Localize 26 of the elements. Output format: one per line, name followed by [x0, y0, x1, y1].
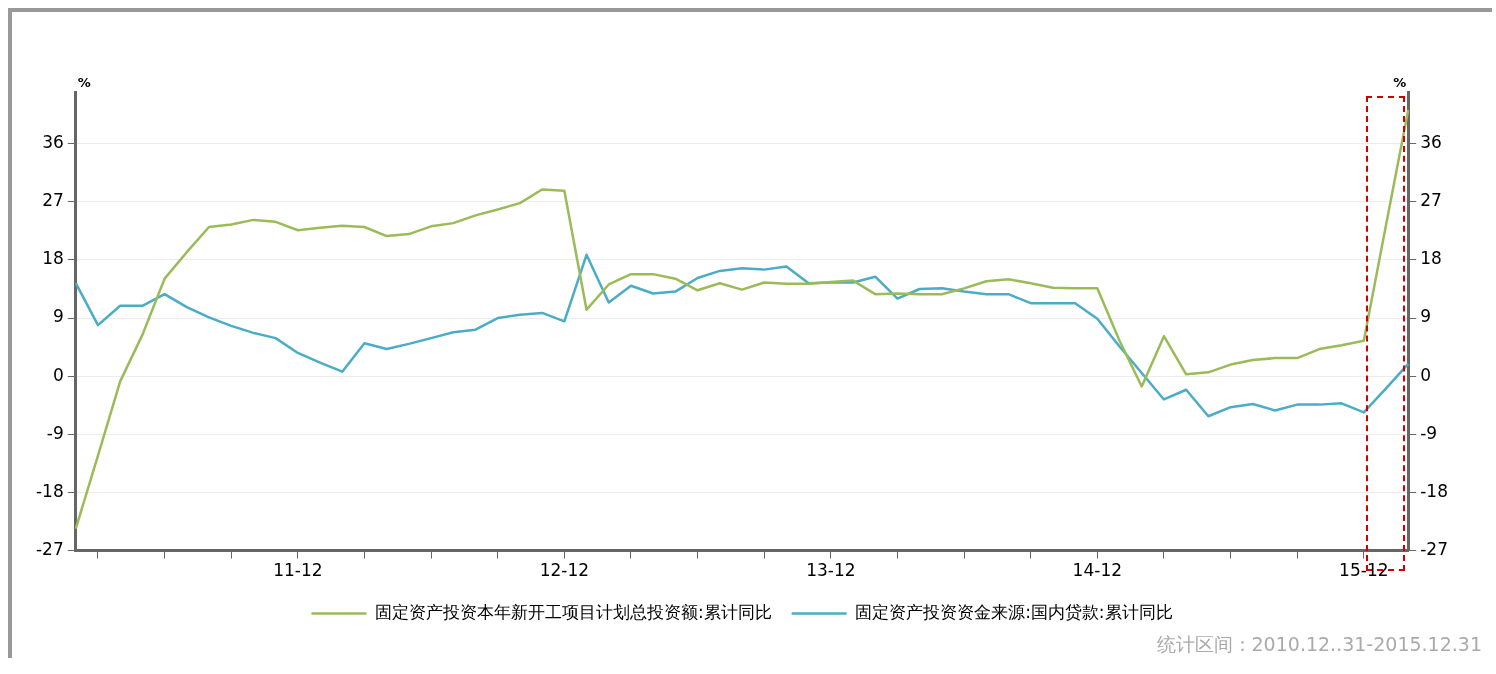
- y2-tick-label: 36: [1420, 132, 1442, 153]
- y-tick-label: 0: [52, 364, 64, 385]
- y2-tick-label: 9: [1420, 306, 1432, 327]
- x-tick-label: 11-12: [273, 560, 323, 581]
- x-tick-label: 13-12: [806, 560, 856, 581]
- y-tick-label: 27: [42, 190, 64, 211]
- y2-tick-label: -18: [1420, 480, 1449, 501]
- x-tick-label: 12-12: [539, 560, 590, 581]
- y-axis-title: %: [77, 74, 91, 90]
- y-tick-label: 9: [52, 306, 64, 327]
- text: 统计区间：2010.12..31-2015.12.31: [1155, 632, 1483, 657]
- y2-tick-label: -27: [1420, 539, 1449, 560]
- y-tick-label: -18: [35, 480, 64, 501]
- y2-axis-title: %: [1393, 74, 1407, 90]
- y2-tick-label: -9: [1420, 422, 1438, 443]
- legend-label: 固定资产投资本年新开工项目计划总投资额:累计同比: [374, 601, 772, 622]
- y2-tick-label: 18: [1420, 248, 1442, 269]
- y2-tick-label: 0: [1420, 364, 1432, 385]
- y-tick-label: 18: [42, 248, 64, 269]
- y-tick-label: 36: [42, 132, 64, 153]
- x-tick-label: 14-12: [1072, 560, 1123, 581]
- y-tick-label: -9: [46, 422, 64, 443]
- x-tick-label: 15-12: [1339, 560, 1389, 581]
- y2-tick-label: 27: [1420, 190, 1442, 211]
- y-tick-label: -27: [35, 539, 64, 560]
- legend-label: 固定资产投资资金来源:国内贷款:累计同比: [855, 601, 1173, 622]
